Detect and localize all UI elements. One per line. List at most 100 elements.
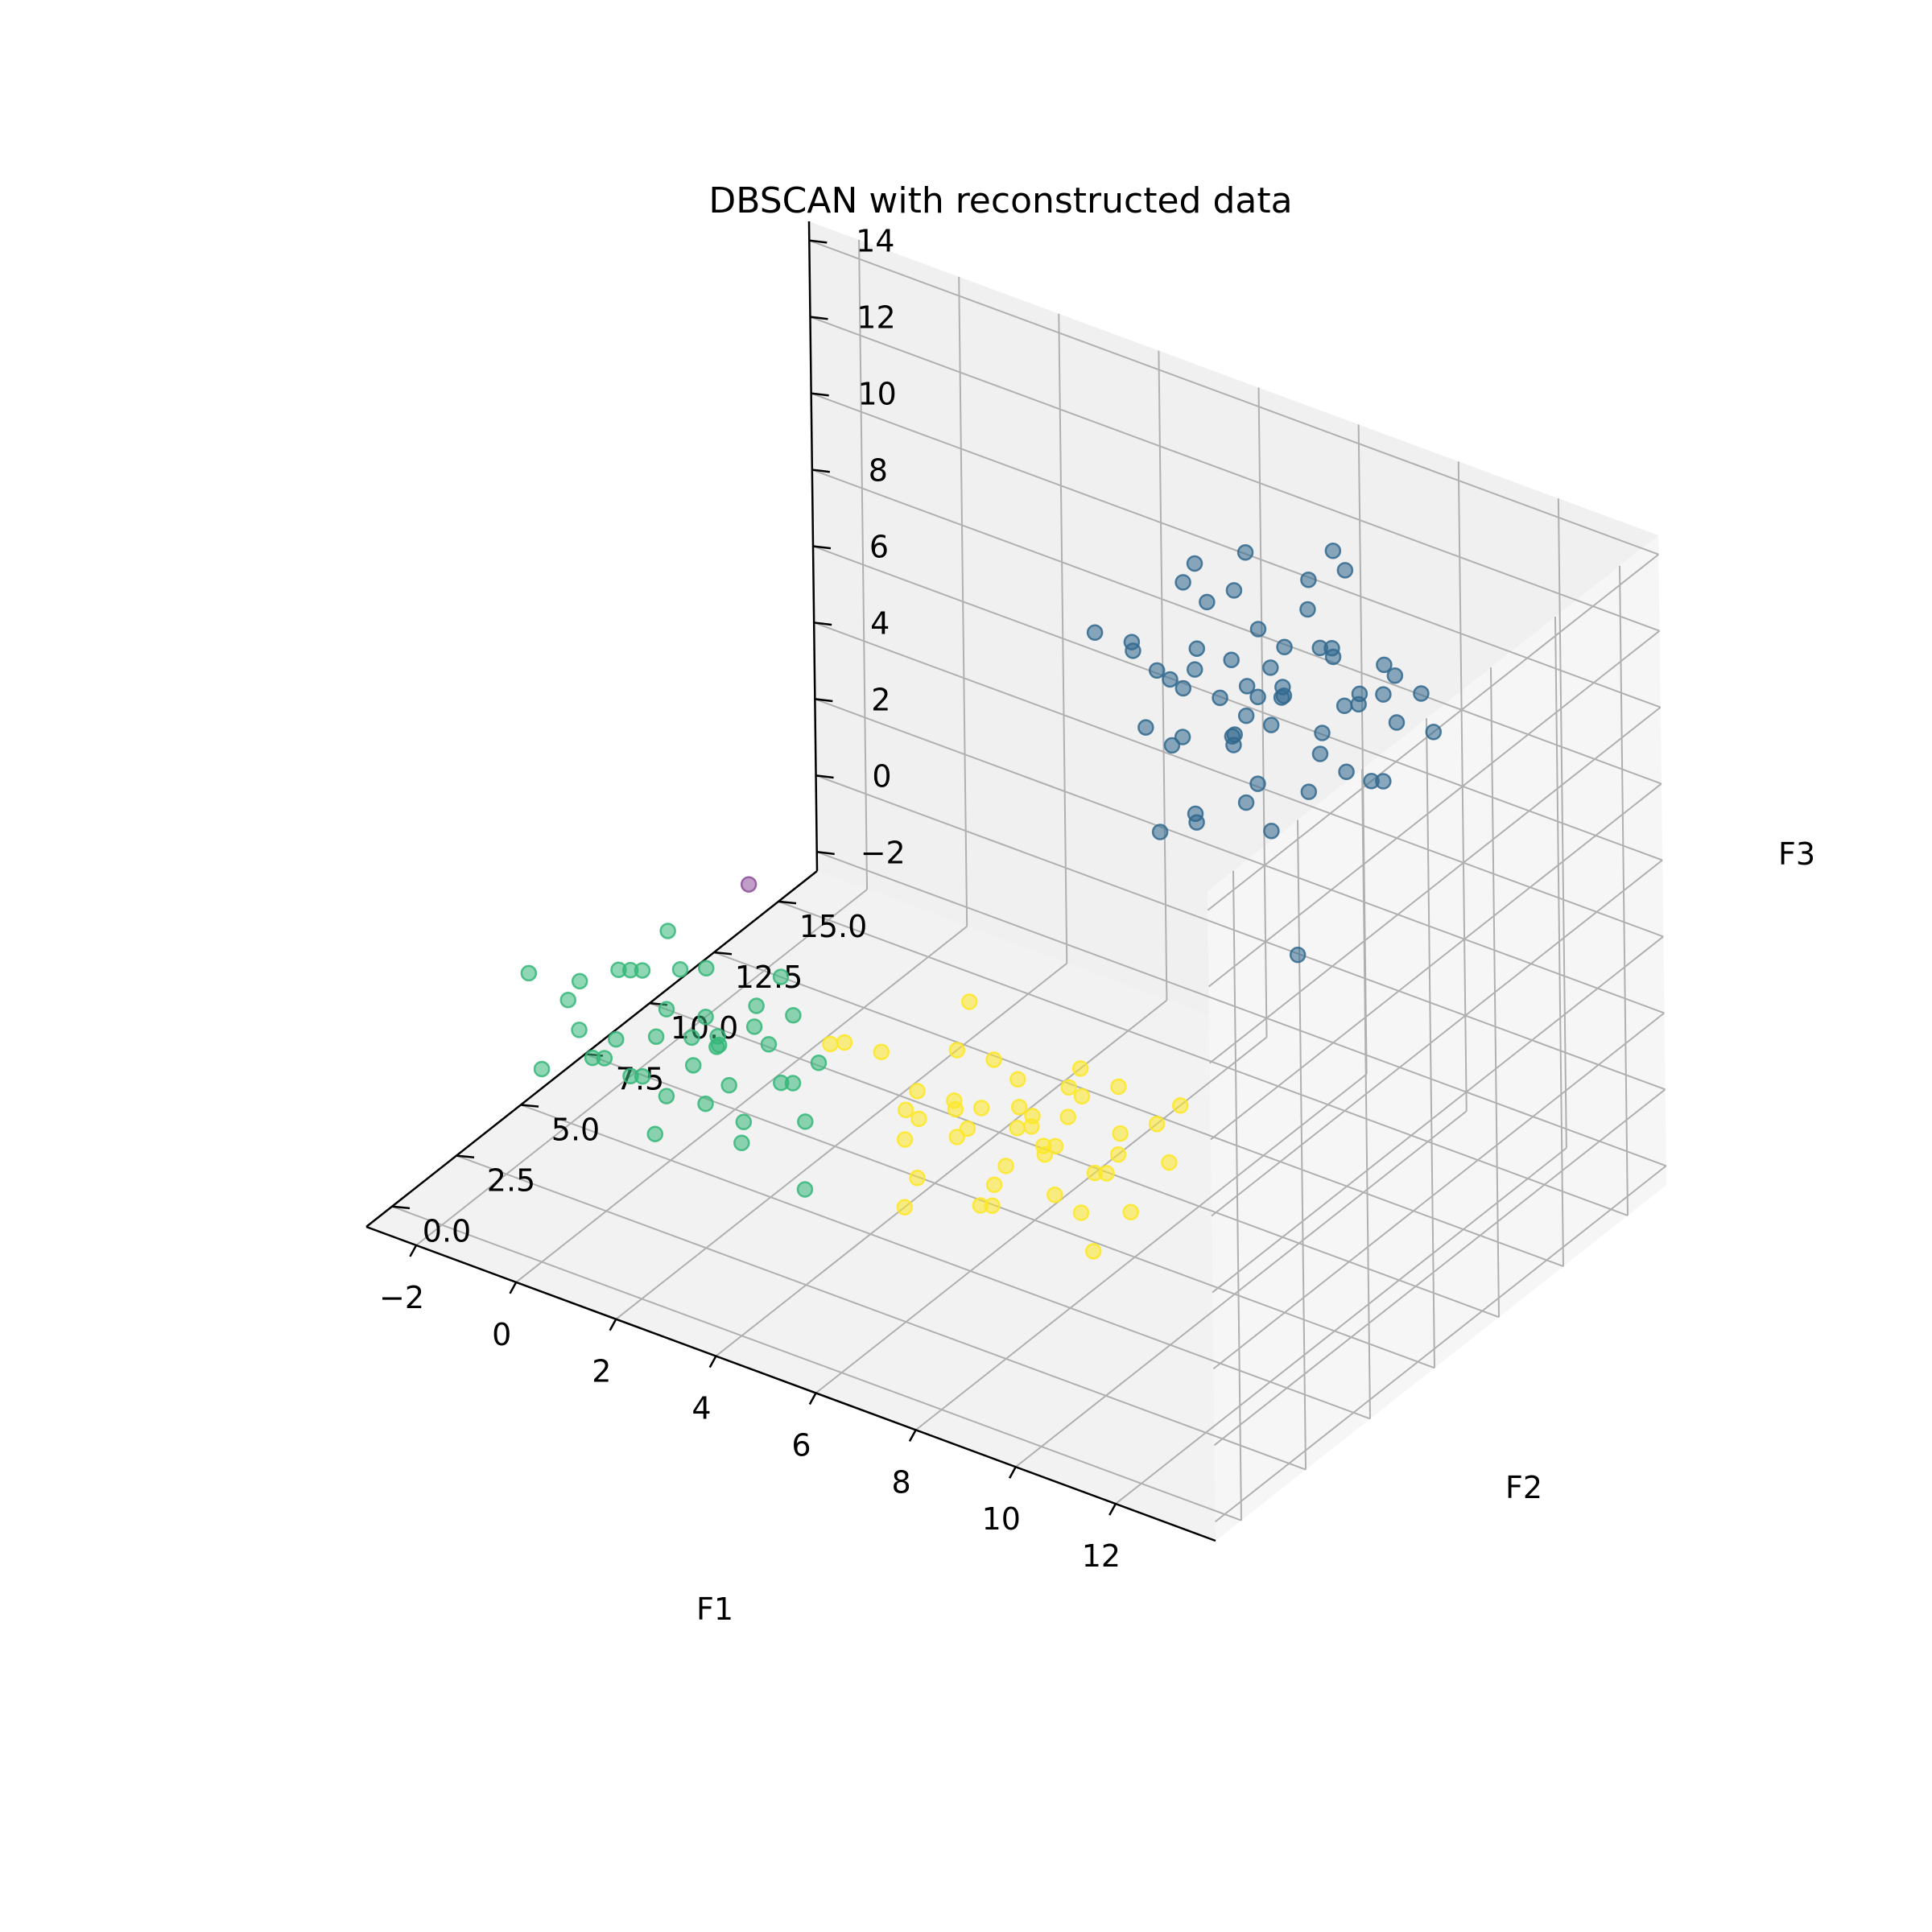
y-tick-label: 5.0: [551, 1112, 600, 1147]
scatter-point: [1375, 686, 1392, 703]
scatter-point: [571, 1022, 588, 1038]
scatter-point: [810, 1054, 828, 1071]
scatter-point: [1236, 543, 1254, 561]
scatter-point: [1174, 679, 1192, 697]
y-tick-mark: [456, 1154, 475, 1159]
scatter-point: [646, 1125, 664, 1142]
scatter-point: [1109, 1146, 1127, 1163]
grid-line-y: [520, 1104, 1371, 1420]
scatter-point: [985, 1176, 1003, 1193]
scatter-point: [1237, 707, 1255, 724]
scatter-point: [972, 1197, 989, 1214]
scatter-point: [1262, 716, 1280, 733]
z-tick-label: 0: [872, 758, 891, 794]
y-tick-label: 0.0: [423, 1214, 471, 1249]
scatter-point: [1112, 1125, 1129, 1142]
z-tick-label: 14: [856, 224, 894, 259]
scatter-point: [1073, 1088, 1091, 1105]
grid-line-x: [615, 962, 1067, 1320]
grid-line-y: [456, 1154, 1307, 1471]
x-tick-label: 8: [892, 1464, 911, 1500]
scatter-point: [1174, 574, 1191, 591]
grid-line-x: [815, 1036, 1268, 1394]
scatter-point: [1199, 593, 1216, 611]
scatter-point: [760, 1036, 778, 1053]
y-tick-label: 2.5: [487, 1163, 535, 1199]
scatter-point: [985, 1051, 1002, 1068]
y-tick-mark: [520, 1104, 539, 1108]
z-tick-label: 10: [857, 377, 896, 412]
grid-line-z: [1212, 935, 1664, 1294]
scatter-point: [1009, 1119, 1026, 1137]
scatter-point: [584, 1049, 601, 1067]
scatter-point: [1262, 659, 1279, 676]
scatter-point: [1300, 572, 1317, 588]
grid-line-x: [715, 999, 1168, 1357]
x-tick-label: 10: [982, 1501, 1021, 1537]
grid-line-y: [778, 900, 1629, 1216]
scatter-point: [610, 961, 627, 978]
scatter-point: [684, 1057, 702, 1074]
grid-line-z: [813, 621, 1664, 938]
y-axis-label: F2: [1505, 1470, 1542, 1505]
x-tick-label: 12: [1082, 1538, 1121, 1574]
scatter-point: [1151, 824, 1169, 840]
scatter-point: [1010, 1099, 1028, 1116]
scatter-point: [1336, 562, 1354, 579]
y-tick-label: 15.0: [799, 909, 868, 944]
z-tick-label: 8: [869, 453, 888, 489]
scatter-point: [658, 1088, 675, 1104]
scatter-point: [1237, 794, 1255, 811]
scatter-point: [1289, 946, 1307, 964]
scatter-point: [658, 1001, 675, 1018]
scatter-point: [1299, 601, 1316, 618]
scatter-point: [773, 1074, 790, 1092]
grid-line-x: [1115, 1147, 1567, 1505]
y-tick-mark: [391, 1205, 411, 1210]
x-tick-mark: [1108, 1503, 1117, 1516]
scatter-point: [972, 1100, 990, 1117]
scatter-point: [785, 1007, 802, 1024]
scatter-point: [520, 964, 538, 982]
grid-line-x: [915, 1073, 1368, 1431]
grid-line-z: [1211, 859, 1663, 1217]
scatter-point: [897, 1101, 914, 1118]
grid-line-y: [649, 1002, 1500, 1319]
scatter-point: [1137, 719, 1154, 736]
scatter-point: [559, 991, 576, 1009]
z-tick-label: 12: [857, 300, 895, 336]
scatter-point: [797, 1113, 814, 1130]
scatter-point: [1084, 1243, 1102, 1260]
scatter-point: [1314, 724, 1331, 741]
grid-line-y: [391, 1205, 1242, 1521]
y-tick-mark: [778, 900, 797, 905]
plot-panes: [366, 221, 1666, 1541]
z-tick-mark: [815, 698, 833, 703]
scatter-point: [1186, 555, 1203, 572]
scatter-point: [1009, 1071, 1026, 1088]
tick-labels: −20246810120.02.55.07.510.012.515.0−2024…: [379, 224, 1121, 1574]
x-tick-label: 2: [592, 1354, 611, 1389]
scatter-point: [1171, 1096, 1189, 1114]
scatter-point: [647, 1028, 665, 1046]
scatter-point: [1276, 638, 1293, 655]
scatter-point: [1249, 688, 1266, 705]
z-tick-label: 2: [871, 682, 890, 717]
z-tick-mark: [816, 851, 835, 856]
scatter-point: [1335, 697, 1353, 715]
grid-line-z: [1209, 706, 1662, 1064]
scatter-point: [1163, 737, 1181, 754]
scatter-point: [1024, 1108, 1041, 1125]
scatter-point: [1125, 642, 1141, 659]
scatter-point: [571, 972, 588, 990]
scatter-point: [1226, 726, 1243, 743]
z-tick-label: 4: [870, 605, 890, 641]
scatter-point: [948, 1042, 966, 1059]
scatter-point: [710, 1036, 728, 1054]
grid-line-z: [812, 545, 1663, 861]
scatter-point: [1162, 671, 1179, 688]
scatter-point: [1086, 1164, 1104, 1182]
scatter-point: [698, 960, 715, 977]
scatter-point: [1425, 724, 1443, 741]
